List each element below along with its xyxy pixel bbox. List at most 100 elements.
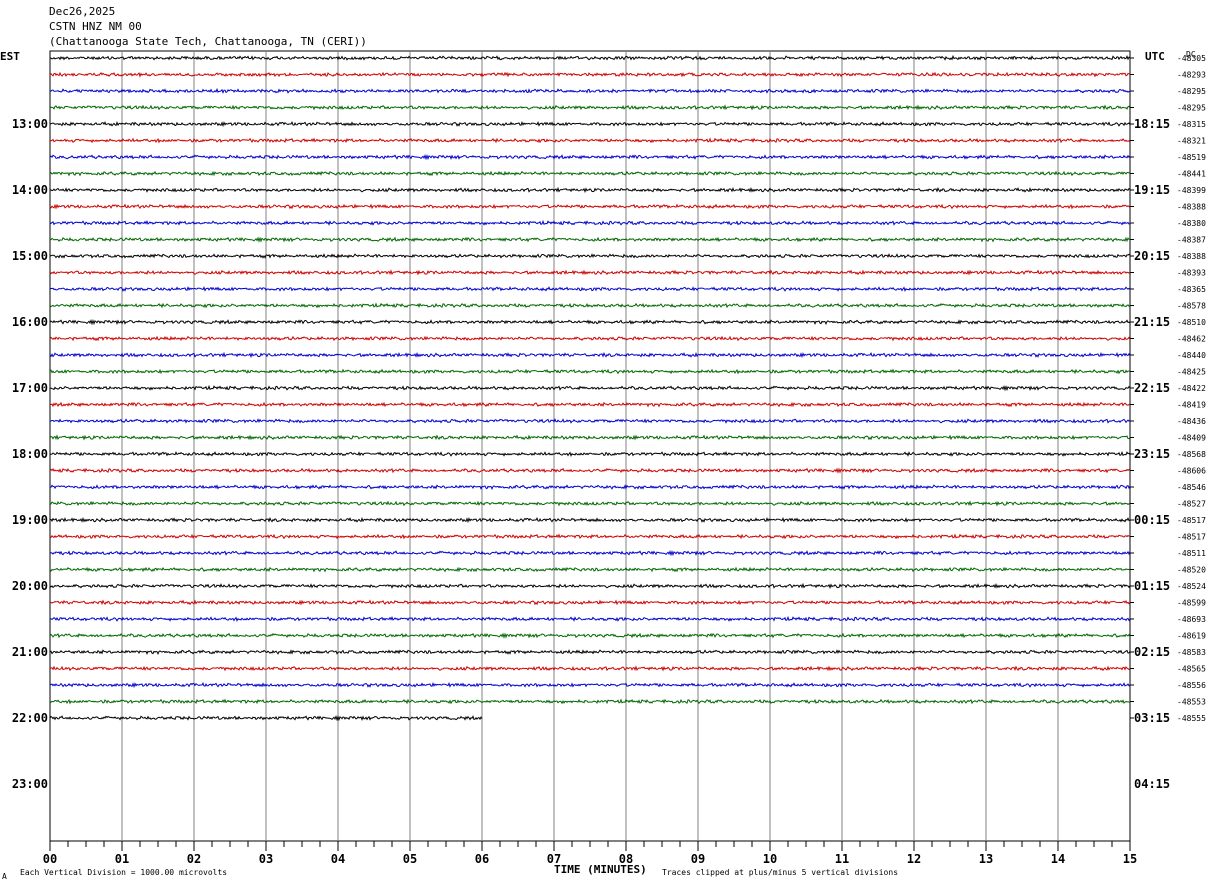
dc-offset-label: -48393 [1177,269,1206,278]
seismic-trace [50,418,1131,424]
est-hour-label: 23:00 [12,777,48,791]
seismic-trace [49,104,1131,111]
dc-offset-label: -48555 [1177,714,1206,723]
x-tick-label: 07 [547,852,561,866]
x-tick-label: 00 [43,852,57,866]
dc-offset-label: -48409 [1177,434,1206,443]
dc-offset-label: -48619 [1177,632,1206,641]
seismic-trace [49,582,1131,590]
dc-offset-label: -48517 [1177,516,1206,525]
seismic-trace [49,335,1131,342]
x-tick-label: 11 [835,852,849,866]
dc-offset-label: -48510 [1177,318,1206,327]
x-tick-label: 10 [763,852,777,866]
plot-frame [49,50,1131,842]
x-tick-label: 06 [475,852,489,866]
x-tick-label: 08 [619,852,633,866]
seismic-trace [49,484,1131,490]
seismic-trace [49,351,1131,359]
x-axis-title: TIME (MINUTES) [554,863,647,876]
dc-offset-label: -48606 [1177,467,1206,476]
utc-hour-label: 23:15 [1134,447,1170,461]
utc-hour-label: 20:15 [1134,249,1170,263]
seismic-trace [49,500,1131,507]
est-hour-label: 15:00 [12,249,48,263]
seismic-trace [49,665,1131,672]
dc-offset-label: -48295 [1177,87,1206,96]
dc-offset-label: -48519 [1177,153,1206,162]
est-hour-label: 22:00 [12,711,48,725]
seismic-trace [49,54,1131,61]
dc-offset-label: -48556 [1177,681,1206,690]
seismic-trace [49,153,1131,161]
seismic-trace [49,186,1131,194]
seismic-trace [49,302,1131,309]
x-tick-label: 01 [115,852,129,866]
seismic-trace [49,253,1131,259]
dc-offset-label: -48583 [1177,648,1206,657]
dc-offset-label: -48524 [1177,582,1206,591]
x-tick-label: 02 [187,852,201,866]
dc-offset-label: -48517 [1177,533,1206,542]
dc-column-label: DC [1186,50,1196,59]
seismic-trace [49,71,1131,78]
dc-offset-label: -48462 [1177,335,1206,344]
seismic-trace [49,632,1131,639]
dc-offset-label: -48565 [1177,665,1206,674]
seismic-trace [50,401,1131,408]
x-tick-label: 04 [331,852,345,866]
est-hour-label: 18:00 [12,447,48,461]
seismic-trace [49,170,1131,177]
dc-offset-label: -48422 [1177,384,1206,393]
x-tick-label: 09 [691,852,705,866]
dc-offset-label: -48399 [1177,186,1206,195]
est-hour-label: 13:00 [12,117,48,131]
dc-offset-label: -48295 [1177,104,1206,113]
seismic-trace [49,285,1131,293]
utc-hour-label: 04:15 [1134,777,1170,791]
seismic-trace [49,649,1131,655]
dc-offset-label: -48305 [1177,54,1206,63]
dc-offset-label: -48578 [1177,302,1206,311]
dc-offset-label: -48293 [1177,71,1206,80]
utc-hour-label: 21:15 [1134,315,1170,329]
seismic-trace [49,137,1131,144]
x-tick-label: 12 [907,852,921,866]
utc-hour-label: 00:15 [1134,513,1170,527]
seismic-trace [49,203,1131,210]
est-hour-label: 20:00 [12,579,48,593]
seismic-trace [49,698,1131,705]
dc-offset-label: -48315 [1177,120,1206,129]
x-tick-label: 14 [1051,852,1065,866]
utc-hour-label: 01:15 [1134,579,1170,593]
dc-offset-label: -48440 [1177,351,1206,360]
dc-offset-label: -48388 [1177,203,1206,212]
est-hour-label: 17:00 [12,381,48,395]
utc-hour-label: 19:15 [1134,183,1170,197]
dc-offset-label: -48365 [1177,285,1206,294]
utc-hour-label: 02:15 [1134,645,1170,659]
station-location: (Chattanooga State Tech, Chattanooga, TN… [49,35,367,48]
seismic-trace [49,682,1131,689]
dc-offset-label: -48520 [1177,566,1206,575]
corner-mark: A [2,872,7,881]
utc-hour-label: 03:15 [1134,711,1170,725]
seismic-trace [49,236,1131,243]
seismic-trace [49,219,1131,226]
seismic-trace [49,450,1131,458]
x-tick-label: 03 [259,852,273,866]
x-tick-label: 13 [979,852,993,866]
seismic-trace [49,533,1131,540]
dc-offset-label: -48321 [1177,137,1206,146]
dc-offset-label: -48511 [1177,549,1206,558]
seismic-trace [49,87,1131,94]
seismic-trace [49,714,483,722]
est-hour-label: 14:00 [12,183,48,197]
dc-offset-label: -48388 [1177,252,1206,261]
dc-offset-label: -48568 [1177,450,1206,459]
dc-offset-label: -48599 [1177,599,1206,608]
vertical-division-note: Each Vertical Division = 1000.00 microvo… [20,868,228,877]
est-hour-label: 16:00 [12,315,48,329]
seismic-trace [49,516,1131,524]
plot-date: Dec26,2025 [49,5,116,18]
